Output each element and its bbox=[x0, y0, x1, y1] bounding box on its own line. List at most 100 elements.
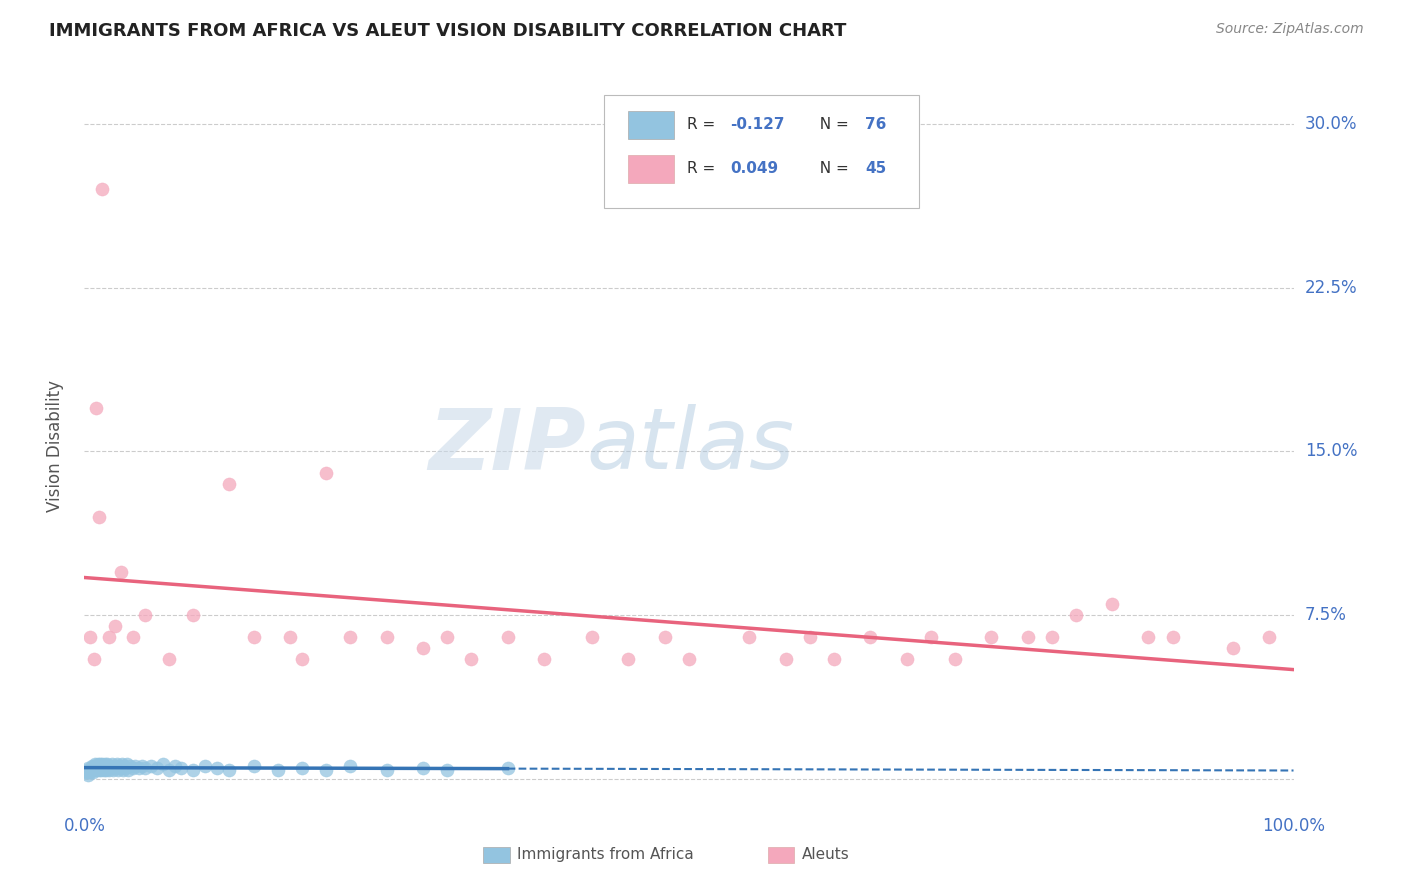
Point bbox=[112, 763, 135, 777]
Point bbox=[90, 763, 112, 777]
Point bbox=[943, 652, 966, 666]
Point bbox=[89, 761, 111, 775]
Point bbox=[1222, 640, 1244, 655]
Y-axis label: Vision Disability: Vision Disability bbox=[45, 380, 63, 512]
Point bbox=[152, 756, 174, 771]
Point bbox=[146, 761, 169, 775]
Point bbox=[181, 608, 204, 623]
Point bbox=[94, 761, 117, 775]
Point bbox=[110, 761, 132, 775]
FancyBboxPatch shape bbox=[605, 95, 918, 209]
Point bbox=[105, 756, 128, 771]
Point bbox=[315, 467, 337, 481]
Point bbox=[157, 763, 180, 777]
Point bbox=[496, 761, 519, 775]
Point bbox=[86, 761, 108, 775]
Point bbox=[93, 763, 115, 777]
Point bbox=[1101, 597, 1123, 611]
Point bbox=[103, 763, 125, 777]
Point bbox=[98, 759, 121, 773]
Point bbox=[896, 652, 918, 666]
Point bbox=[77, 761, 100, 775]
Text: 15.0%: 15.0% bbox=[1305, 442, 1357, 460]
Point bbox=[134, 761, 156, 775]
Point bbox=[96, 761, 118, 775]
Point bbox=[91, 761, 114, 775]
Point bbox=[82, 765, 104, 780]
Point bbox=[80, 759, 103, 773]
Point bbox=[859, 630, 882, 644]
Point bbox=[86, 759, 108, 773]
Point bbox=[89, 756, 111, 771]
Point bbox=[91, 182, 114, 196]
Point bbox=[460, 652, 482, 666]
Point bbox=[218, 477, 240, 491]
Point bbox=[207, 761, 229, 775]
Point bbox=[87, 510, 110, 524]
Point bbox=[86, 763, 108, 777]
Text: N =: N = bbox=[810, 161, 853, 177]
Point bbox=[83, 759, 105, 773]
Point bbox=[1064, 608, 1087, 623]
Point bbox=[87, 759, 110, 773]
Point bbox=[104, 619, 127, 633]
Text: 45: 45 bbox=[866, 161, 887, 177]
Text: 7.5%: 7.5% bbox=[1305, 607, 1347, 624]
Point bbox=[496, 630, 519, 644]
Bar bbox=[628, 155, 675, 183]
Point bbox=[278, 630, 301, 644]
Point bbox=[94, 756, 117, 771]
Point bbox=[436, 630, 458, 644]
Point bbox=[107, 763, 129, 777]
Point bbox=[339, 759, 361, 773]
Point bbox=[617, 652, 640, 666]
Point bbox=[823, 652, 845, 666]
Point bbox=[139, 759, 162, 773]
Point bbox=[412, 761, 434, 775]
Point bbox=[117, 763, 139, 777]
Point bbox=[124, 759, 146, 773]
Point bbox=[93, 759, 115, 773]
Point bbox=[97, 630, 120, 644]
Text: R =: R = bbox=[686, 118, 720, 132]
Point bbox=[170, 761, 193, 775]
Text: -0.127: -0.127 bbox=[730, 118, 785, 132]
Point bbox=[291, 652, 314, 666]
Point bbox=[1161, 630, 1184, 644]
Point bbox=[678, 652, 700, 666]
Point bbox=[131, 759, 153, 773]
Point bbox=[157, 652, 180, 666]
Point bbox=[104, 759, 127, 773]
Point bbox=[980, 630, 1002, 644]
Point bbox=[104, 761, 127, 775]
Point bbox=[94, 763, 117, 777]
Point bbox=[86, 756, 108, 771]
Point bbox=[101, 756, 124, 771]
Point bbox=[738, 630, 761, 644]
Point bbox=[90, 759, 112, 773]
Point bbox=[83, 763, 105, 777]
Point bbox=[267, 763, 290, 777]
Point bbox=[82, 761, 104, 775]
Point bbox=[533, 652, 555, 666]
Point bbox=[218, 763, 240, 777]
Text: 0.049: 0.049 bbox=[730, 161, 778, 177]
Point bbox=[291, 761, 314, 775]
Point bbox=[115, 756, 138, 771]
Point bbox=[77, 767, 100, 781]
Point bbox=[84, 761, 107, 775]
Point bbox=[112, 759, 135, 773]
Point bbox=[581, 630, 603, 644]
Bar bbox=[628, 111, 675, 139]
Point bbox=[194, 759, 217, 773]
Point bbox=[242, 759, 264, 773]
Point bbox=[165, 759, 187, 773]
Point bbox=[79, 630, 101, 644]
Point bbox=[775, 652, 797, 666]
Text: 30.0%: 30.0% bbox=[1305, 115, 1357, 133]
Point bbox=[110, 565, 132, 579]
Point bbox=[242, 630, 264, 644]
Point bbox=[77, 765, 100, 780]
Text: IMMIGRANTS FROM AFRICA VS ALEUT VISION DISABILITY CORRELATION CHART: IMMIGRANTS FROM AFRICA VS ALEUT VISION D… bbox=[49, 22, 846, 40]
Text: atlas: atlas bbox=[586, 404, 794, 488]
